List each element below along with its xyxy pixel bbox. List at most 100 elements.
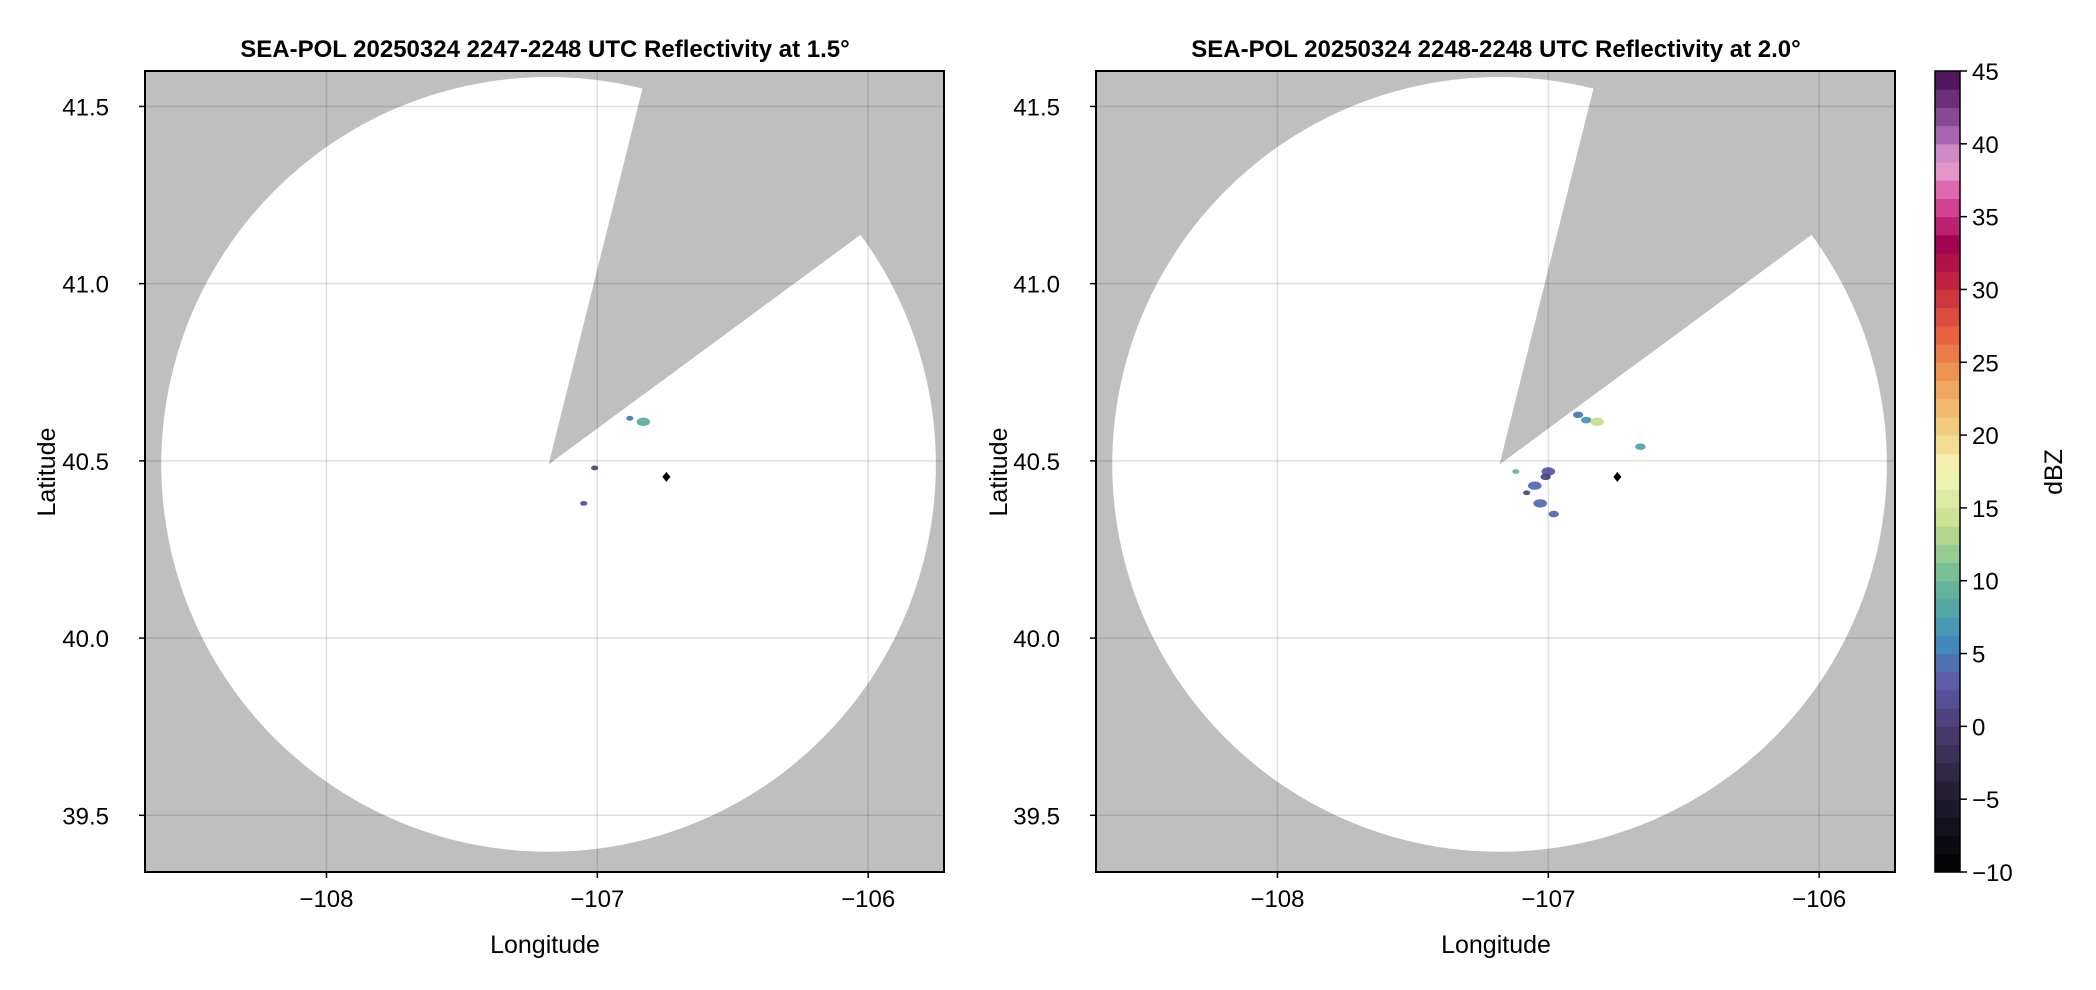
y-tick-label: 39.5 <box>1013 803 1060 830</box>
x-tick-label: −107 <box>570 886 624 913</box>
colorbar-band <box>1935 689 1960 709</box>
colorbar-band <box>1935 562 1960 582</box>
colorbar-tick-label: 40 <box>1972 132 1999 159</box>
plot1-title: SEA-POL 20250324 2247-2248 UTC Reflectiv… <box>240 36 849 63</box>
plot-area <box>145 71 944 872</box>
colorbar-tick-label: −5 <box>1972 787 1999 814</box>
echo-cell <box>1533 499 1547 508</box>
y-tick-label: 40.0 <box>1013 626 1060 653</box>
colorbar-band <box>1935 325 1960 345</box>
echo-cell <box>1512 469 1520 474</box>
echo-cell <box>1572 411 1584 419</box>
plot2-xlabel: Longitude <box>1441 931 1551 959</box>
plot1-ylabel: Latitude <box>33 428 61 517</box>
colorbar-band <box>1935 726 1960 746</box>
echo-cell <box>1590 417 1604 427</box>
colorbar-band <box>1935 125 1960 145</box>
colorbar-band <box>1935 471 1960 491</box>
radar-site-diamond-marker <box>662 471 671 482</box>
colorbar-band <box>1935 198 1960 218</box>
plot2-title: SEA-POL 20250324 2248-2248 UTC Reflectiv… <box>1191 36 1800 63</box>
blocked-sector <box>1499 71 1895 465</box>
colorbar-band <box>1935 544 1960 564</box>
colorbar-band <box>1935 71 1960 90</box>
echo-cell <box>626 415 634 421</box>
colorbar-band <box>1935 416 1960 436</box>
colorbar-band <box>1935 253 1960 272</box>
colorbar-band <box>1935 271 1960 290</box>
colorbar-band <box>1935 780 1960 800</box>
colorbar-tick-label: 5 <box>1972 642 1985 669</box>
colorbar-band <box>1935 744 1960 764</box>
colorbar-band <box>1935 162 1960 181</box>
echo-cell <box>591 465 599 471</box>
colorbar-band <box>1935 216 1960 236</box>
colorbar-frame <box>1934 70 1961 873</box>
y-tick-label: 40.5 <box>62 449 109 476</box>
plot-area <box>1096 71 1895 872</box>
colorbar-tick-label: 25 <box>1972 350 1999 377</box>
plot1: −108 −107 −106 39.5 40.0 40.5 41.0 41.5 <box>62 70 945 913</box>
colorbar-band <box>1935 762 1960 782</box>
echo-cell <box>1548 510 1559 518</box>
y-tick-label: 41.0 <box>1013 272 1060 299</box>
colorbar-band <box>1935 507 1960 527</box>
colorbar-band <box>1935 398 1960 418</box>
echo-cell <box>580 500 588 506</box>
colorbar-band <box>1935 107 1960 127</box>
echo-cell <box>1581 416 1592 424</box>
x-tick-label: −106 <box>841 886 895 913</box>
colorbar-band <box>1935 671 1960 691</box>
y-tick-label: 40.5 <box>1013 449 1060 476</box>
plot1-xlabel: Longitude <box>490 931 600 959</box>
echo-cell <box>1527 481 1542 490</box>
colorbar-band <box>1935 853 1960 873</box>
y-tick-label: 40.0 <box>62 626 109 653</box>
colorbar-band <box>1935 435 1960 454</box>
colorbar-band <box>1935 799 1960 818</box>
colorbar-band <box>1935 307 1960 327</box>
colorbar-band <box>1935 89 1960 108</box>
y-tick-label: 39.5 <box>62 803 109 830</box>
y-tick-label: 41.0 <box>62 272 109 299</box>
plot-frame <box>144 70 945 873</box>
x-tick-label: −108 <box>1250 886 1304 913</box>
x-tick-label: −107 <box>1521 886 1575 913</box>
colorbar-band <box>1935 526 1960 545</box>
plot-frame <box>1095 70 1896 873</box>
colorbar-band <box>1935 835 1960 855</box>
colorbar-band <box>1935 580 1960 600</box>
colorbar-band <box>1935 180 1960 199</box>
colorbar-band <box>1935 598 1960 618</box>
colorbar-band <box>1935 489 1960 509</box>
colorbar-band <box>1935 453 1960 472</box>
colorbar-tick-label: 20 <box>1972 423 1999 450</box>
colorbar-tick-label: 35 <box>1972 205 1999 232</box>
y-tick-label: 41.5 <box>62 94 109 121</box>
colorbar-tick-label: −10 <box>1972 860 2013 887</box>
colorbar-band <box>1935 653 1960 673</box>
echo-cell <box>1523 490 1531 496</box>
colorbar-tick-label: 30 <box>1972 277 1999 304</box>
y-tick-label: 41.5 <box>1013 94 1060 121</box>
colorbar-tick-label: 15 <box>1972 496 1999 523</box>
colorbar-tick-label: 10 <box>1972 569 1999 596</box>
echo-cell <box>1635 443 1646 450</box>
colorbar-tick-label: 45 <box>1972 59 1999 86</box>
plot2-ylabel: Latitude <box>985 428 1013 517</box>
colorbar-band <box>1935 635 1960 655</box>
colorbar-band <box>1935 143 1960 163</box>
plot2: −108 −107 −106 39.5 40.0 40.5 41.0 41.5 <box>1013 70 1896 913</box>
x-tick-label: −106 <box>1792 886 1846 913</box>
colorbar-tick-label: 0 <box>1972 714 1985 741</box>
colorbar-band <box>1935 617 1960 636</box>
colorbar-band <box>1935 708 1960 727</box>
colorbar-band <box>1935 344 1960 363</box>
colorbar-band <box>1935 234 1960 254</box>
colorbar-band <box>1935 380 1960 400</box>
blocked-sector <box>548 71 944 465</box>
echo-cell <box>1540 473 1551 481</box>
echo-cell <box>636 417 651 427</box>
colorbar-band <box>1935 362 1960 381</box>
